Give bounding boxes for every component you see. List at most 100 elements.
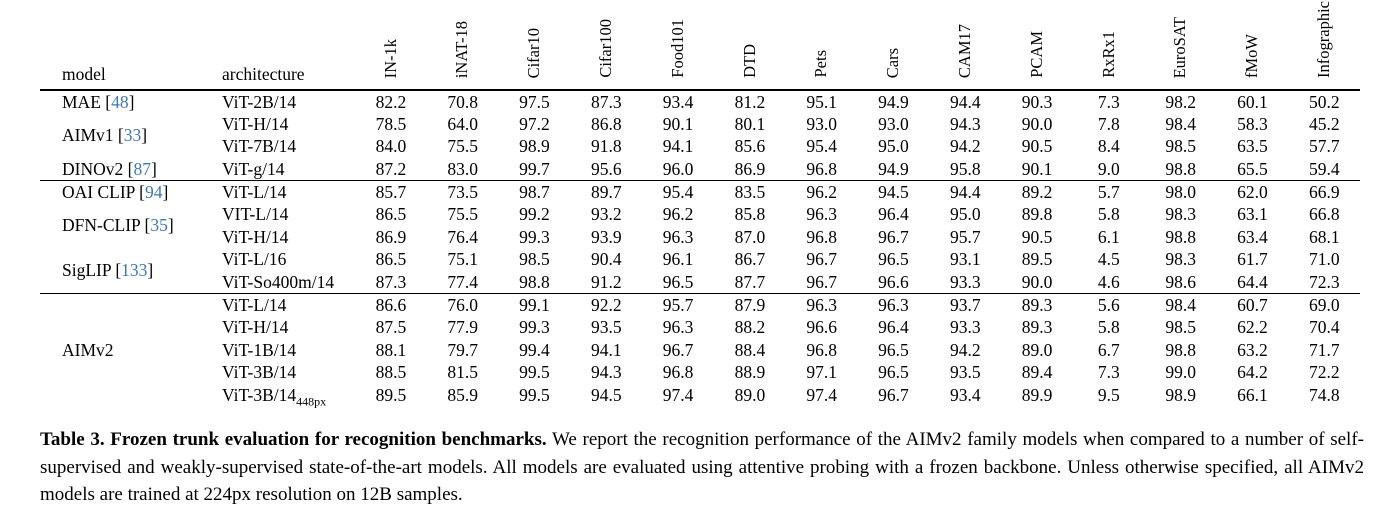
metric-cell: 90.1	[662, 113, 694, 134]
metric-cell: 98.5	[1165, 136, 1196, 157]
col-header-Cifar10: Cifar10	[498, 0, 571, 91]
citation-link[interactable]: 94	[144, 181, 163, 202]
metric-cell: 70.8	[447, 91, 478, 112]
col-header-Food101: Food101	[642, 0, 714, 91]
metric-cell: 98.2	[1165, 91, 1196, 112]
rotated-column-label: Infographic	[1314, 1, 1333, 78]
metric-cell: 88.2	[734, 317, 766, 338]
col-header-PCAM: PCAM	[1001, 0, 1073, 91]
metric-cell: 89.0	[1021, 339, 1053, 360]
metric-cell: 95.6	[590, 158, 622, 179]
architecture-name: ViT-3B/14	[222, 384, 297, 405]
metric-cell: 93.1	[949, 249, 981, 270]
rotated-column-label: iNAT-18	[452, 20, 472, 78]
metric-cell: 93.5	[949, 362, 981, 383]
citation-link[interactable]: 33	[123, 125, 142, 145]
metric-cell: 94.2	[949, 339, 981, 360]
metric-cell: 71.0	[1308, 249, 1340, 270]
metric-cell: 62.2	[1237, 317, 1268, 338]
metric-cell: 93.0	[806, 113, 837, 134]
metric-cell: 87.0	[734, 226, 766, 247]
metric-cell: 72.3	[1308, 271, 1340, 292]
metric-cell: 95.0	[878, 136, 909, 157]
col-header-model: model	[40, 0, 222, 91]
metric-cell: 5.8	[1097, 204, 1120, 225]
metric-cell: 65.5	[1237, 158, 1268, 179]
metric-cell: 96.8	[806, 158, 837, 179]
metric-cell: 77.4	[447, 271, 478, 292]
table-caption: Table 3. Frozen trunk evaluation for rec…	[40, 426, 1364, 509]
metric-cell: 5.6	[1072, 292, 1145, 316]
metric-cell: 96.3	[662, 226, 694, 247]
metric-cell: 89.2	[1001, 179, 1073, 203]
metric-cell: 9.5	[1097, 384, 1120, 405]
metric-cell: 78.5	[375, 113, 407, 134]
metric-cell: 96.2	[785, 179, 858, 203]
metric-cell: 87.5	[375, 317, 407, 338]
metric-cell: 90.4	[590, 249, 622, 270]
metric-cell: 98.3	[1165, 249, 1196, 270]
metric-cell: 96.4	[878, 204, 909, 225]
metric-cell: 94.1	[662, 136, 694, 157]
metric-cell: 86.9	[734, 158, 766, 179]
metric-cell: 98.5	[1165, 317, 1196, 338]
metric-cell: 93.2	[590, 204, 622, 225]
col-header-Cars: Cars	[857, 0, 930, 91]
metric-cell: 81.5	[447, 362, 478, 383]
col-header-CAM17: CAM17	[929, 0, 1002, 91]
metric-cell: 99.7	[519, 158, 550, 179]
architecture-cell: ViT-g/14	[222, 158, 285, 179]
table-row: ViT-1B/14 88.1 79.7 99.4 94.1 96.7 88.4 96.8 96.…	[40, 339, 1360, 362]
table-row: ViT-So400m/14 87.3 77.4 98.8 91.2 96.5 87.7 96.…	[40, 271, 1360, 294]
table-row: ViT-H/14 86.9 76.4 99.3 93.9 96.3 87.0 96.8 96.7…	[40, 226, 1360, 249]
metric-cell: 98.6	[1165, 271, 1196, 292]
metric-cell: 98.8	[1165, 226, 1196, 247]
model-cell: DINOv2 [87]	[62, 158, 157, 179]
rotated-column-label: Food101	[667, 19, 687, 78]
metric-cell: 98.5	[519, 249, 550, 270]
col-header-Pets: Pets	[785, 0, 858, 91]
table-row: ViT-7B/14 84.0 75.5 98.9 91.8 94.1 85.6 95.4 95.…	[40, 135, 1360, 158]
metric-cell: 5.8	[1097, 317, 1120, 338]
metric-cell: 95.4	[642, 179, 714, 203]
metric-cell: 97.4	[806, 384, 837, 405]
model-name: MAE	[62, 91, 101, 112]
model-name: DINOv2	[62, 158, 124, 179]
metric-cell: 96.3	[662, 317, 694, 338]
metric-cell: 98.9	[1165, 384, 1196, 405]
rotated-column-label: IN-1k	[380, 38, 400, 78]
metric-cell: 88.1	[375, 339, 407, 360]
metric-cell: 59.4	[1308, 158, 1340, 179]
citation-link[interactable]: 133	[121, 260, 148, 281]
metric-cell: 93.7	[929, 292, 1002, 316]
metric-cell: 75.1	[447, 249, 478, 270]
model-name: SigLIP	[62, 260, 111, 281]
col-header-IN-1k: IN-1k	[355, 0, 427, 91]
col-header-iNAT-18: iNAT-18	[426, 0, 499, 91]
metric-cell: 86.7	[734, 249, 766, 270]
col-header-EuroSAT: EuroSAT	[1144, 0, 1217, 91]
metric-cell: 77.9	[447, 317, 478, 338]
table-row: ViT-3B/14 88.5 81.5 99.5 94.3 96.8 88.9 97.1 96.…	[40, 361, 1360, 384]
col-header-fMoW: fMoW	[1216, 0, 1289, 91]
metric-cell: 63.4	[1237, 226, 1268, 247]
metric-cell: 87.2	[375, 158, 407, 179]
citation-link[interactable]: 48	[111, 91, 129, 112]
col-header-Infographic: Infographic	[1288, 0, 1361, 91]
metric-cell: 92.2	[570, 292, 643, 316]
metric-cell: 94.3	[949, 113, 981, 134]
metric-cell: 84.0	[375, 136, 407, 157]
metric-cell: 85.9	[447, 384, 478, 405]
architecture-cell: ViT-H/14	[222, 317, 289, 338]
table-row: SigLIP [133] ViT-L/16 86.5 75.1 98.5 90.4 96.1…	[40, 248, 1360, 279]
metric-cell: 63.2	[1237, 339, 1268, 360]
metric-cell: 99.3	[519, 317, 550, 338]
citation-link[interactable]: 87	[133, 158, 151, 179]
metric-cell: 96.6	[806, 317, 837, 338]
metric-cell: 96.5	[878, 249, 909, 270]
citation-link[interactable]: 35	[150, 215, 168, 236]
col-header-RxRx1: RxRx1	[1072, 0, 1145, 91]
rotated-column-label: Cifar10	[524, 27, 544, 78]
metric-cell: 98.8	[1165, 339, 1196, 360]
